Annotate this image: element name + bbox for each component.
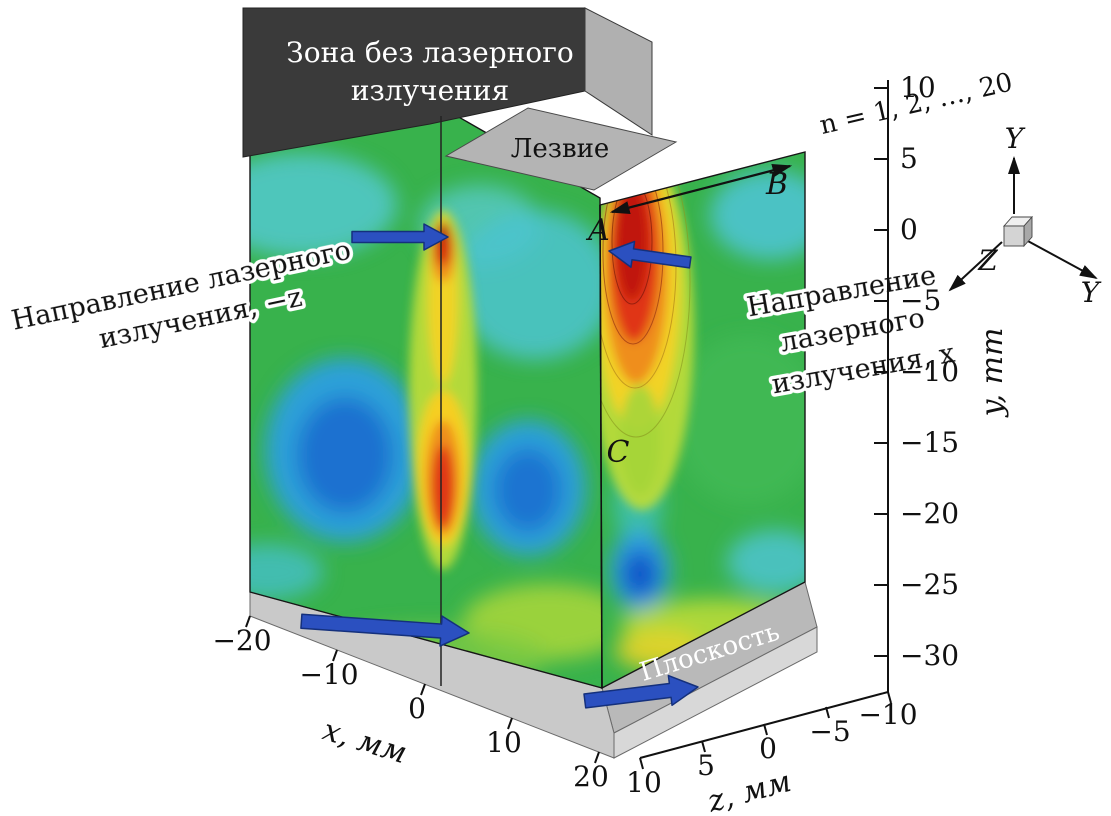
no-laser-zone-label-line1: Зона без лазерного: [286, 36, 573, 69]
z-axis-tick-labels: 10 5 0 −5 −10: [626, 698, 917, 799]
y-tick-5: 5: [900, 142, 918, 175]
no-laser-zone-front-face: [242, 7, 586, 158]
point-c-label: C: [607, 435, 630, 470]
y-tick-m10: −10: [900, 355, 959, 388]
y-axis: 10 5 0 −5 −10 −15 −20 −25 −30 y, mm: [874, 71, 1010, 692]
x-axis-ticks: [245, 615, 600, 764]
z-tick-m5: −5: [809, 715, 850, 748]
y-tick-0: 0: [900, 213, 918, 246]
laser-arrow-x-icon: [608, 240, 692, 269]
x-tick-0: 0: [408, 692, 426, 725]
y-axis-title: y, mm: [975, 328, 1010, 419]
point-b-label: B: [765, 167, 788, 202]
coordinate-triad: Y Z Y: [948, 122, 1102, 309]
left-plane-cold-zones: [250, 153, 602, 688]
y-axis-ticks: [874, 87, 888, 657]
y-tick-m5: −5: [900, 284, 941, 317]
x-tick-20: 20: [573, 760, 609, 793]
left-section-plane-field: [250, 112, 602, 688]
y-tick-10: 10: [900, 71, 936, 104]
z-tick-m10: −10: [858, 698, 917, 731]
x-tick-m10: −10: [299, 658, 358, 691]
triad-lower-left-label: Z: [977, 244, 998, 277]
no-laser-zone-label-line2: излучения: [351, 74, 509, 107]
left-plane-hot-plume: [409, 210, 477, 570]
y-tick-m20: −20: [900, 497, 959, 530]
z-tick-10: 10: [626, 766, 662, 799]
x-tick-10: 10: [486, 726, 522, 759]
z-axis-ticks: [639, 691, 892, 770]
right-plane-cold-zones: [610, 170, 805, 670]
triad-lower-left-arrow-icon: [948, 241, 1003, 292]
laser-arrow-minus-z-icon: [351, 223, 449, 251]
laser-arrow-bottom-left-icon: [300, 613, 470, 647]
no-laser-zone-block: Зона без лазерного излучения: [242, 7, 653, 158]
triad-cube-icon: [1002, 215, 1034, 248]
triad-lower-right-arrow-icon: [1025, 239, 1098, 279]
y-tick-m30: −30: [900, 639, 959, 672]
planes-corner-edge: [599, 204, 603, 689]
triad-up-label: Y: [1005, 122, 1026, 155]
y-tick-m15: −15: [900, 426, 959, 459]
z-tick-5: 5: [697, 749, 715, 782]
ab-dimension-arrow: [609, 164, 793, 214]
x-axis-title: x, мм: [319, 713, 411, 772]
y-axis-tick-labels: 10 5 0 −5 −10 −15 −20 −25 −30: [900, 71, 959, 672]
x-axis-tick-labels: −20 −10 0 10 20: [212, 624, 608, 793]
z-axis-title: z, мм: [703, 764, 795, 816]
blade-label: Лезвие: [511, 134, 610, 164]
triad-lower-right-label: Y: [1081, 276, 1102, 309]
point-a-label: A: [585, 213, 610, 248]
triad-arrows: [948, 156, 1098, 292]
no-laser-zone-side-face: [584, 7, 653, 136]
laser-arrow-bottom-right-icon: [583, 674, 699, 709]
x-tick-m20: −20: [212, 624, 271, 657]
laser-arrows: [300, 223, 699, 709]
y-tick-m25: −25: [900, 568, 959, 601]
z-tick-0: 0: [759, 732, 777, 765]
